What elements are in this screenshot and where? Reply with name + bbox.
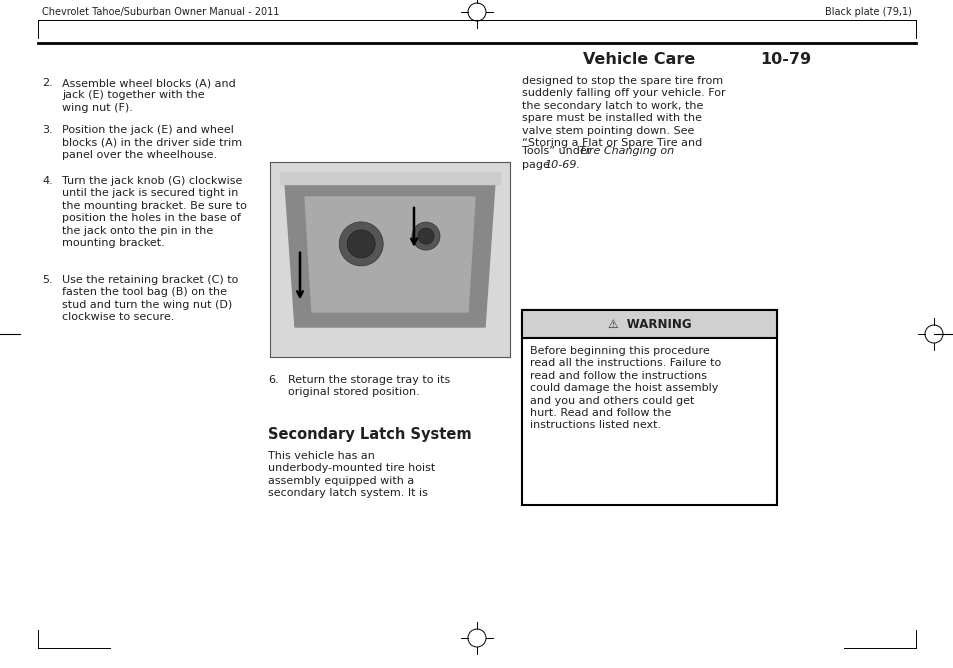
Circle shape bbox=[347, 230, 375, 258]
Text: 5.: 5. bbox=[42, 275, 52, 285]
Text: Black plate (79,1): Black plate (79,1) bbox=[824, 7, 911, 17]
Polygon shape bbox=[280, 172, 499, 184]
Circle shape bbox=[339, 222, 383, 266]
Text: This vehicle has an
underbody-mounted tire hoist
assembly equipped with a
second: This vehicle has an underbody-mounted ti… bbox=[268, 451, 435, 498]
Bar bbox=[521, 310, 776, 505]
Text: page: page bbox=[521, 160, 553, 170]
Circle shape bbox=[412, 222, 439, 250]
Circle shape bbox=[417, 228, 434, 244]
Text: Position the jack (E) and wheel
blocks (A) in the driver side trim
panel over th: Position the jack (E) and wheel blocks (… bbox=[62, 125, 242, 160]
Text: Before beginning this procedure
read all the instructions. Failure to
read and f: Before beginning this procedure read all… bbox=[530, 346, 720, 430]
Text: Use the retaining bracket (C) to
fasten the tool bag (B) on the
stud and turn th: Use the retaining bracket (C) to fasten … bbox=[62, 275, 238, 322]
Text: Return the storage tray to its
original stored position.: Return the storage tray to its original … bbox=[288, 375, 450, 397]
Text: Turn the jack knob (G) clockwise
until the jack is secured tight in
the mounting: Turn the jack knob (G) clockwise until t… bbox=[62, 176, 247, 248]
Text: 6.: 6. bbox=[268, 375, 278, 385]
Polygon shape bbox=[285, 182, 495, 327]
Text: Vehicle Care: Vehicle Care bbox=[582, 53, 695, 67]
Text: 2.: 2. bbox=[42, 78, 52, 88]
Text: Tire Changing on: Tire Changing on bbox=[578, 146, 674, 156]
Bar bbox=[521, 310, 776, 338]
Text: Assemble wheel blocks (A) and
jack (E) together with the
wing nut (F).: Assemble wheel blocks (A) and jack (E) t… bbox=[62, 78, 235, 113]
Text: ⚠  WARNING: ⚠ WARNING bbox=[607, 317, 691, 331]
Text: Chevrolet Tahoe/Suburban Owner Manual - 2011: Chevrolet Tahoe/Suburban Owner Manual - … bbox=[42, 7, 279, 17]
Text: 3.: 3. bbox=[42, 125, 52, 135]
Text: 10-69.: 10-69. bbox=[543, 160, 579, 170]
Bar bbox=[270, 162, 510, 357]
Polygon shape bbox=[305, 197, 475, 312]
Text: Secondary Latch System: Secondary Latch System bbox=[268, 427, 471, 442]
Text: 10-79: 10-79 bbox=[760, 53, 810, 67]
Text: designed to stop the spare tire from
suddenly falling off your vehicle. For
the : designed to stop the spare tire from sud… bbox=[521, 76, 725, 148]
Text: 4.: 4. bbox=[42, 176, 52, 186]
Text: Tools” under: Tools” under bbox=[521, 146, 595, 156]
